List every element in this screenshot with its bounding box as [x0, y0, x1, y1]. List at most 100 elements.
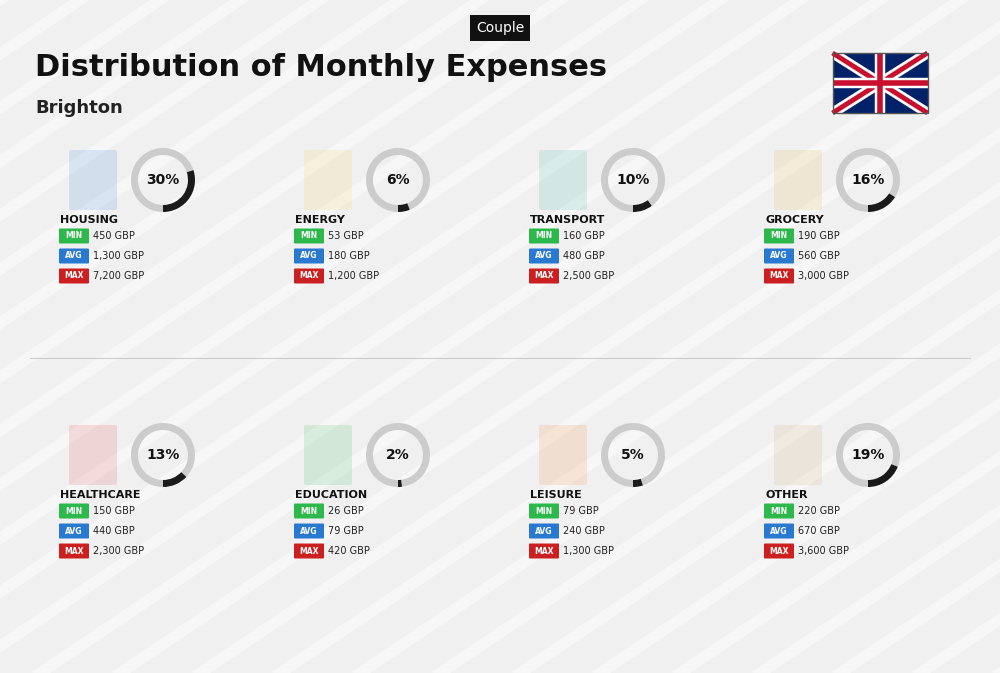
Wedge shape: [836, 423, 900, 487]
Text: 26 GBP: 26 GBP: [328, 506, 364, 516]
FancyBboxPatch shape: [304, 150, 352, 210]
Text: MIN: MIN: [300, 232, 318, 240]
FancyBboxPatch shape: [764, 229, 794, 244]
Text: 3,600 GBP: 3,600 GBP: [798, 546, 849, 556]
Wedge shape: [163, 472, 186, 487]
FancyBboxPatch shape: [764, 503, 794, 518]
FancyBboxPatch shape: [529, 544, 559, 559]
FancyBboxPatch shape: [764, 248, 794, 264]
Text: MIN: MIN: [535, 507, 553, 516]
Wedge shape: [868, 464, 898, 487]
Text: LEISURE: LEISURE: [530, 490, 582, 500]
Text: MAX: MAX: [64, 546, 84, 555]
Text: 13%: 13%: [146, 448, 180, 462]
Wedge shape: [163, 170, 195, 212]
Text: 2,500 GBP: 2,500 GBP: [563, 271, 614, 281]
Wedge shape: [366, 423, 430, 487]
Text: MIN: MIN: [65, 232, 83, 240]
Wedge shape: [868, 193, 895, 212]
Text: AVG: AVG: [300, 252, 318, 260]
FancyBboxPatch shape: [69, 425, 117, 485]
FancyBboxPatch shape: [59, 248, 89, 264]
FancyBboxPatch shape: [59, 269, 89, 283]
Text: Distribution of Monthly Expenses: Distribution of Monthly Expenses: [35, 53, 607, 83]
Text: 670 GBP: 670 GBP: [798, 526, 840, 536]
FancyBboxPatch shape: [539, 425, 587, 485]
Text: OTHER: OTHER: [765, 490, 808, 500]
Text: 220 GBP: 220 GBP: [798, 506, 840, 516]
Wedge shape: [633, 201, 652, 212]
FancyBboxPatch shape: [304, 425, 352, 485]
Text: ENERGY: ENERGY: [295, 215, 345, 225]
Wedge shape: [601, 148, 665, 212]
FancyBboxPatch shape: [69, 150, 117, 210]
Text: TRANSPORT: TRANSPORT: [530, 215, 605, 225]
Text: 160 GBP: 160 GBP: [563, 231, 605, 241]
FancyBboxPatch shape: [59, 503, 89, 518]
Text: HEALTHCARE: HEALTHCARE: [60, 490, 140, 500]
FancyBboxPatch shape: [764, 524, 794, 538]
FancyBboxPatch shape: [294, 269, 324, 283]
Text: MAX: MAX: [534, 546, 554, 555]
Text: GROCERY: GROCERY: [765, 215, 824, 225]
Text: 2,300 GBP: 2,300 GBP: [93, 546, 144, 556]
Text: AVG: AVG: [300, 526, 318, 536]
Text: MAX: MAX: [534, 271, 554, 281]
Wedge shape: [633, 479, 643, 487]
Wedge shape: [601, 423, 665, 487]
Text: 16%: 16%: [851, 173, 885, 187]
Text: AVG: AVG: [770, 526, 788, 536]
Text: 1,300 GBP: 1,300 GBP: [563, 546, 614, 556]
Text: MIN: MIN: [770, 232, 788, 240]
Text: AVG: AVG: [770, 252, 788, 260]
FancyBboxPatch shape: [529, 524, 559, 538]
Text: 5%: 5%: [621, 448, 645, 462]
Text: Couple: Couple: [476, 21, 524, 35]
Wedge shape: [398, 203, 410, 212]
Wedge shape: [836, 148, 900, 212]
Text: 7,200 GBP: 7,200 GBP: [93, 271, 144, 281]
Text: MAX: MAX: [769, 546, 789, 555]
FancyBboxPatch shape: [774, 150, 822, 210]
Text: MAX: MAX: [769, 271, 789, 281]
FancyBboxPatch shape: [294, 544, 324, 559]
FancyBboxPatch shape: [764, 269, 794, 283]
Text: 450 GBP: 450 GBP: [93, 231, 135, 241]
Text: 10%: 10%: [616, 173, 650, 187]
Text: MIN: MIN: [300, 507, 318, 516]
Text: AVG: AVG: [65, 526, 83, 536]
FancyBboxPatch shape: [59, 524, 89, 538]
Wedge shape: [398, 480, 402, 487]
Text: 190 GBP: 190 GBP: [798, 231, 840, 241]
Text: 79 GBP: 79 GBP: [328, 526, 364, 536]
Text: MAX: MAX: [64, 271, 84, 281]
Text: 560 GBP: 560 GBP: [798, 251, 840, 261]
FancyBboxPatch shape: [294, 524, 324, 538]
Text: MIN: MIN: [65, 507, 83, 516]
Wedge shape: [131, 423, 195, 487]
Text: 79 GBP: 79 GBP: [563, 506, 599, 516]
Text: AVG: AVG: [535, 252, 553, 260]
FancyBboxPatch shape: [59, 229, 89, 244]
Text: MIN: MIN: [770, 507, 788, 516]
Text: MAX: MAX: [299, 546, 319, 555]
Text: EDUCATION: EDUCATION: [295, 490, 367, 500]
Text: 53 GBP: 53 GBP: [328, 231, 364, 241]
FancyBboxPatch shape: [59, 544, 89, 559]
Text: 180 GBP: 180 GBP: [328, 251, 370, 261]
Text: HOUSING: HOUSING: [60, 215, 118, 225]
FancyBboxPatch shape: [539, 150, 587, 210]
Text: 1,200 GBP: 1,200 GBP: [328, 271, 379, 281]
Text: AVG: AVG: [535, 526, 553, 536]
Text: 6%: 6%: [386, 173, 410, 187]
Text: 150 GBP: 150 GBP: [93, 506, 135, 516]
FancyBboxPatch shape: [294, 503, 324, 518]
FancyBboxPatch shape: [529, 269, 559, 283]
Wedge shape: [366, 148, 430, 212]
FancyBboxPatch shape: [774, 425, 822, 485]
FancyBboxPatch shape: [833, 53, 928, 113]
Text: 19%: 19%: [851, 448, 885, 462]
Text: 1,300 GBP: 1,300 GBP: [93, 251, 144, 261]
FancyBboxPatch shape: [529, 248, 559, 264]
Text: 2%: 2%: [386, 448, 410, 462]
